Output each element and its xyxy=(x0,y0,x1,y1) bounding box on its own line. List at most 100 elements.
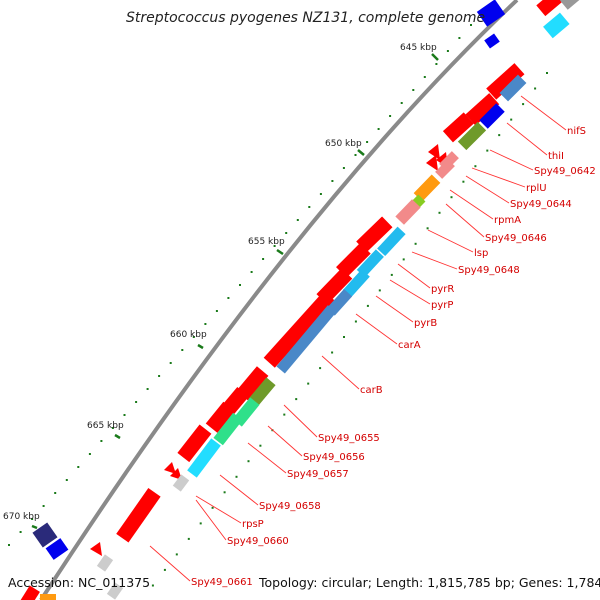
ruler-dot xyxy=(187,537,190,540)
ruler-dot xyxy=(123,414,126,416)
ruler-dot xyxy=(235,475,238,478)
ruler-dot xyxy=(247,460,250,463)
ruler-dot xyxy=(42,505,45,507)
ruler-dot xyxy=(389,115,392,117)
ruler-dot xyxy=(31,518,34,520)
ruler-dot xyxy=(378,289,381,292)
ruler-dot xyxy=(239,284,241,286)
feature-blocks xyxy=(32,0,580,600)
tick-label: 660 kbp xyxy=(170,330,207,340)
cds-forward-track xyxy=(18,0,564,600)
ruler-dot xyxy=(470,24,472,26)
ruler-dot xyxy=(354,154,357,156)
ruler-dot xyxy=(446,50,449,52)
ruler-dot xyxy=(19,531,22,533)
gene-label-rpsp: rpsP xyxy=(242,519,264,530)
ruler-dot xyxy=(377,128,380,130)
ruler-dot xyxy=(390,273,393,276)
ruler-dot xyxy=(435,63,438,65)
ruler-dot xyxy=(77,466,80,468)
ruler-dot xyxy=(474,165,477,168)
ruler-dot xyxy=(273,245,276,247)
tick-label: 670 kbp xyxy=(3,512,40,522)
ruler-dot xyxy=(296,219,299,221)
gene-label-pyrb: pyrB xyxy=(414,318,437,329)
ruler-dot xyxy=(366,141,369,143)
ruler-dot xyxy=(522,103,525,106)
gene-label-carb: carB xyxy=(360,385,383,396)
accession-text: Accession: NC_011375 xyxy=(8,575,151,590)
gene-label-lsp: lsp xyxy=(474,248,488,259)
ruler-dot xyxy=(283,413,286,416)
genome-summary-text: Topology: circular; Length: 1,815,785 bp… xyxy=(259,575,600,590)
gene-label-rpma: rpmA xyxy=(494,215,521,226)
ruler-dot xyxy=(414,242,417,245)
ruler-dot xyxy=(486,149,489,152)
ruler-dot xyxy=(111,427,114,429)
gene-label-spy49-0656: Spy49_0656 xyxy=(303,452,365,463)
ruler-dot xyxy=(227,297,230,299)
tick-label: 645 kbp xyxy=(400,43,437,53)
ruler-dot xyxy=(163,568,166,571)
gene-label-spy49-0661: Spy49_0661 xyxy=(191,577,253,588)
ruler-dot xyxy=(462,180,465,183)
tick-label: 665 kbp xyxy=(87,421,124,431)
ruler-dot xyxy=(450,196,453,199)
ruler-dot xyxy=(319,193,322,195)
tick-labels: 645 kbp 650 kbp 655 kbp 660 kbp 665 kbp … xyxy=(3,43,437,522)
ruler-dot xyxy=(366,304,369,307)
tick-label: 655 kbp xyxy=(248,237,285,247)
map-title: Streptococcus pyogenes NZ131, complete g… xyxy=(126,10,486,26)
ruler-dot xyxy=(343,336,345,338)
ruler-dot xyxy=(215,310,218,312)
label-leaders xyxy=(149,95,567,582)
gene-label-spy49-0646: Spy49_0646 xyxy=(485,233,547,244)
gene-label-spy49-0655: Spy49_0655 xyxy=(318,433,380,444)
gene-label-pyrp: pyrP xyxy=(431,300,453,311)
ruler-dot xyxy=(65,479,68,481)
ruler-dot xyxy=(8,544,10,546)
ruler-dot xyxy=(146,388,149,390)
gene-label-spy49-0644: Spy49_0644 xyxy=(510,199,572,210)
ruler-dot xyxy=(412,89,415,91)
ruler-dot xyxy=(204,323,207,325)
backbone xyxy=(39,0,522,600)
ruler-dot xyxy=(285,232,288,234)
gene-label-spy49-0660: Spy49_0660 xyxy=(227,536,289,547)
ruler-dot xyxy=(423,76,426,78)
ruler-dot xyxy=(426,227,429,230)
gene-label-cara: carA xyxy=(398,340,421,351)
ruler-dot xyxy=(402,258,405,261)
ruler-dot xyxy=(181,349,184,351)
ruler-dot xyxy=(354,320,357,323)
gene-label-nifs: nifS xyxy=(567,126,586,137)
ruler-dot xyxy=(158,375,161,377)
ruler-dot xyxy=(342,167,345,169)
ruler-dot xyxy=(199,522,202,525)
ruler-dot xyxy=(262,258,265,260)
ruler-dot xyxy=(331,351,334,354)
ruler-dot xyxy=(308,206,311,208)
ruler-dots xyxy=(8,24,548,587)
gene-label-pyrr: pyrR xyxy=(431,284,454,295)
ruler-dot xyxy=(546,72,548,74)
ruler-dot xyxy=(223,491,226,494)
ruler-dot xyxy=(169,362,172,364)
backbone-inner xyxy=(45,0,522,600)
ruler-dot xyxy=(498,134,501,137)
gene-label-spy49-0648: Spy49_0648 xyxy=(458,265,520,276)
ruler-dot xyxy=(534,87,537,90)
ruler-dot xyxy=(438,211,441,214)
ruler-dot xyxy=(331,180,334,182)
ruler-dot xyxy=(54,492,57,494)
scale-ticks xyxy=(31,53,439,530)
ruler-dot xyxy=(259,444,262,447)
gene-label-thii: thiI xyxy=(548,151,564,162)
ruler-dot xyxy=(100,440,103,442)
ruler-dot xyxy=(211,506,214,509)
ruler-dot xyxy=(510,118,513,121)
gene-label-rplu: rplU xyxy=(526,183,547,194)
ruler-dot xyxy=(135,401,138,403)
ruler-dot xyxy=(151,584,154,587)
